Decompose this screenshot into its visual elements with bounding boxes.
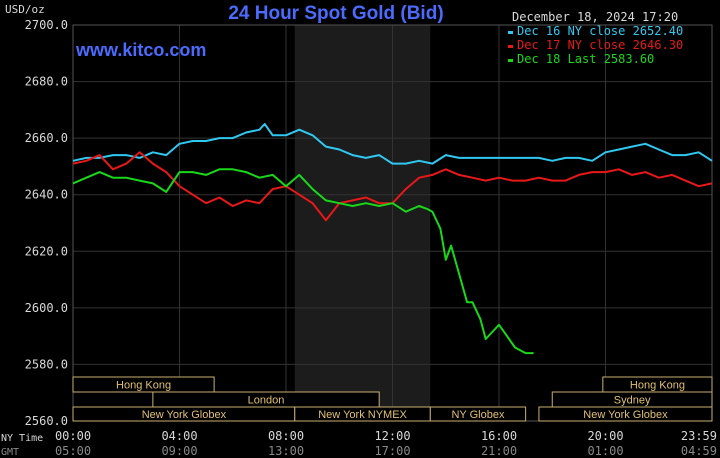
y-tick-label: 2700.0 [25, 18, 68, 32]
y-unit-label: USD/oz [5, 3, 45, 16]
website-label: www.kitco.com [75, 40, 206, 60]
x-tick-label-gmt: 17:00 [374, 444, 410, 458]
session-label: NY Globex [451, 409, 504, 421]
legend-swatch-1 [508, 31, 513, 34]
market-session-bars: Hong Kong Hong Kong London Sydney New York G… [72, 376, 713, 422]
session-label: New York Globex [142, 409, 227, 421]
x-tick-label-gmt: 01:00 [587, 444, 623, 458]
session-label: Hong Kong [116, 380, 171, 392]
series-line-1 [72, 123, 713, 165]
y-tick-label: 2580.0 [25, 357, 68, 371]
chart-title: 24 Hour Spot Gold (Bid) [228, 3, 443, 24]
y-tick-label: 2560.0 [25, 414, 68, 428]
legend-swatch-3 [508, 59, 513, 62]
x-tick-label-gmt: 05:00 [55, 444, 91, 458]
y-tick-label: 2600.0 [25, 301, 68, 315]
legend-swatch-2 [508, 45, 513, 48]
session-label: New York Globex [583, 409, 668, 421]
session-box [429, 406, 527, 422]
y-tick-label: 2640.0 [25, 188, 68, 202]
session-label: London [248, 395, 285, 407]
y-axis: 2700.0 2680.0 2660.0 2640.0 2620.0 2600.0 2580… [25, 18, 68, 428]
session-label: Hong Kong [630, 380, 685, 392]
y-tick-label: 2680.0 [25, 75, 68, 89]
legend-entry-3: Dec 18 Last 2583.60 [517, 52, 654, 66]
nymex-session-shade [294, 25, 431, 421]
session-label: New York NYMEX [318, 409, 407, 421]
x-tick-label-ny: 20:00 [587, 429, 623, 443]
y-tick-label: 2660.0 [25, 131, 68, 145]
x-tick-label-ny: 16:00 [481, 429, 517, 443]
x-tick-label-gmt: 09:00 [161, 444, 197, 458]
datetime-stamp: December 18, 2024 17:20 [512, 10, 678, 24]
x-tick-label-ny: 12:00 [374, 429, 410, 443]
x-tick-label-gmt: 21:00 [481, 444, 517, 458]
legend-entry-2: Dec 17 NY close 2646.30 [517, 38, 683, 52]
session-box [538, 406, 713, 422]
x-tick-label-gmt: 13:00 [268, 444, 304, 458]
x-tick-label-ny: 08:00 [268, 429, 304, 443]
legend-entry-1: Dec 16 NY close 2652.40 [517, 24, 683, 38]
session-label: Sydney [614, 395, 651, 407]
x-axis-label-gmt: GMT [1, 447, 19, 458]
x-tick-label-ny: 23:59 [681, 429, 717, 443]
x-axis-label-ny: NY Time [1, 433, 43, 444]
series-lines [72, 123, 713, 355]
x-tick-label-gmt: 04:59 [681, 444, 717, 458]
series-line-3 [72, 168, 534, 355]
x-tick-label-ny: 04:00 [161, 429, 197, 443]
x-tick-label-ny: 00:00 [55, 429, 91, 443]
y-tick-label: 2620.0 [25, 244, 68, 258]
session-box [72, 376, 215, 393]
